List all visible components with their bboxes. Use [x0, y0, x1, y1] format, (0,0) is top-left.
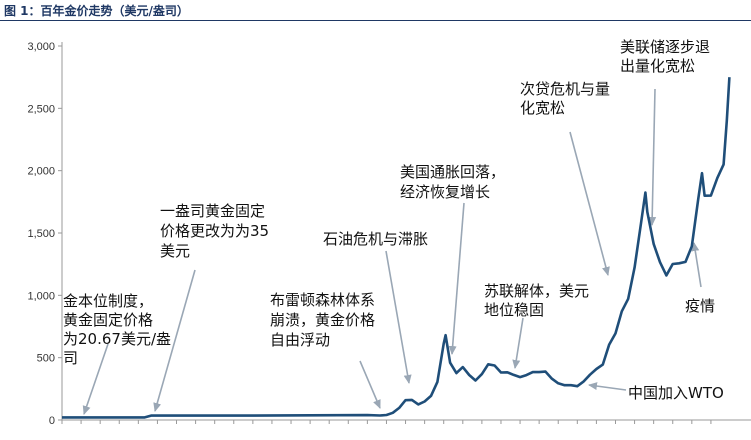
y-tick-label: 3,000	[27, 41, 55, 53]
annotation-arrow	[691, 242, 702, 288]
annotation-text: 美国通胀回落，	[400, 163, 505, 181]
annotation-text: 地位稳固	[484, 301, 544, 319]
annotation-text: 司	[63, 349, 78, 367]
annotation-text: 苏联解体，美元	[484, 282, 589, 300]
annotation-text: 为20.67美元/盎	[63, 330, 171, 348]
annotation-arrow	[82, 343, 109, 415]
annotation-arrow	[359, 360, 381, 409]
annotation-text: 出量化宽松	[620, 57, 695, 75]
annotation-text: 次贷危机与量	[520, 80, 610, 98]
annotation-arrows	[82, 88, 702, 415]
annotation-text: 化宽松	[520, 99, 565, 117]
figure-title: 图 1：百年金价走势（美元/盎司）	[4, 4, 189, 18]
annotation-text: 疫情	[685, 297, 715, 315]
y-tick-label: 1,000	[27, 290, 55, 302]
annotation-text: 崩溃，黄金价格	[270, 311, 375, 329]
x-axis-ticks	[61, 420, 712, 424]
y-tick-label: 1,500	[27, 228, 55, 240]
y-axis-ticks: 0 500 1,000 1,500 2,000 2,500 3,000	[27, 41, 62, 427]
annotation-arrow	[448, 202, 465, 355]
y-tick-label: 0	[49, 415, 55, 427]
annotation-arrow	[385, 250, 412, 384]
annotation-text: 黄金固定价格	[63, 311, 153, 329]
y-tick-label: 2,500	[27, 103, 55, 115]
y-tick-label: 500	[37, 353, 55, 365]
annotation-text: 自由浮动	[270, 331, 330, 349]
annotation-text: 中国加入WTO	[628, 384, 724, 402]
y-tick-label: 2,000	[27, 166, 55, 178]
annotation-text: 美联储逐步退	[620, 38, 710, 56]
annotation-text: 金本位制度，	[63, 292, 153, 310]
series-group	[62, 77, 731, 419]
figure-title-row: 图 1：百年金价走势（美元/盎司）	[0, 0, 751, 21]
annotation-text: 经济恢复增长	[400, 183, 490, 201]
annotation-text: 布雷顿森林体系	[270, 291, 375, 309]
series-line-0	[62, 77, 731, 419]
annotation-arrow	[569, 131, 610, 276]
annotation-text: 石油危机与滞胀	[323, 230, 428, 248]
title-rule	[0, 20, 751, 21]
annotation-arrow	[153, 269, 196, 412]
annotation-text: 美元	[160, 242, 190, 260]
annotation-arrow	[588, 382, 627, 391]
annotation-text: 价格更改为为35	[160, 222, 269, 240]
annotation-arrow	[512, 317, 524, 369]
annotation-text: 一盎司黄金固定	[160, 202, 265, 220]
annotation-arrow	[648, 88, 657, 226]
